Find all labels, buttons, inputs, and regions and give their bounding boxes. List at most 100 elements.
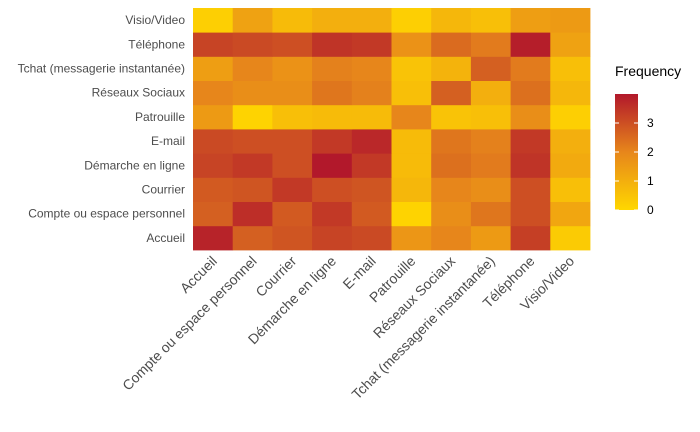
heatmap-cell: [312, 153, 353, 178]
heatmap-cell: [312, 32, 353, 57]
heatmap-cell: [550, 104, 591, 130]
y-tick-label: Tchat (messagerie instantanée): [18, 62, 185, 76]
heatmap-cell: [391, 80, 432, 106]
legend: Frequency 0 1 2 3: [615, 63, 681, 217]
heatmap-cell: [351, 153, 392, 178]
heatmap-cell: [193, 8, 234, 33]
heatmap-cell: [193, 104, 234, 130]
heatmap-cell: [312, 177, 353, 202]
heatmap-cell: [510, 153, 551, 178]
y-tick-label: Démarche en ligne: [84, 158, 185, 172]
heatmap-cell: [431, 80, 472, 106]
heatmap-cell: [510, 129, 551, 154]
heatmap-cell: [550, 225, 591, 251]
heatmap-cell: [232, 8, 273, 33]
heatmap-cell: [272, 153, 313, 178]
heatmap-cell: [550, 153, 591, 178]
heatmap-cell: [470, 177, 511, 202]
legend-tick-label: 2: [647, 145, 654, 159]
heatmap-cell: [510, 225, 551, 251]
heatmap-cell: [272, 80, 313, 106]
heatmap-cell: [193, 177, 234, 202]
heatmap-cell: [272, 225, 313, 251]
heatmap-cell: [550, 8, 591, 33]
heatmap-cell: [510, 177, 551, 202]
heatmap-cell: [232, 225, 273, 251]
heatmap-cell: [510, 104, 551, 130]
heatmap-cell: [391, 32, 432, 57]
y-tick-label: E-mail: [151, 134, 185, 148]
heatmap-cell: [312, 80, 353, 106]
heatmap-cell: [272, 32, 313, 57]
heatmap-cell: [312, 201, 353, 227]
heatmap-cell: [193, 80, 234, 106]
heatmap-cell: [351, 201, 392, 227]
heatmap-cell: [272, 177, 313, 202]
legend-colorbar: [615, 94, 638, 210]
heatmap-cell: [391, 201, 432, 227]
heatmap-cell: [391, 225, 432, 251]
legend-tick-label: 0: [647, 203, 654, 217]
heatmap-cell: [272, 201, 313, 227]
heatmap-cell: [470, 80, 511, 106]
heatmap-cell: [431, 129, 472, 154]
heatmap-cell: [431, 177, 472, 202]
heatmap-cell: [351, 8, 392, 33]
heatmap-cell: [312, 56, 353, 81]
heatmap-cell: [391, 177, 432, 202]
heatmap-cell: [510, 80, 551, 106]
heatmap-cell: [232, 177, 273, 202]
legend-tick-label: 1: [647, 174, 654, 188]
heatmap-cell: [470, 32, 511, 57]
heatmap-cell: [351, 129, 392, 154]
heatmap-cell: [510, 8, 551, 33]
y-axis-labels: Accueil Compte ou espace personnel Courrie…: [18, 13, 186, 245]
heatmap-cell: [550, 201, 591, 227]
heatmap-cell: [312, 129, 353, 154]
y-tick-label: Réseaux Sociaux: [92, 86, 185, 100]
heatmap-cell: [351, 56, 392, 81]
y-tick-label: Patrouille: [135, 110, 185, 124]
heatmap-cells: [193, 8, 591, 251]
heatmap-cell: [193, 153, 234, 178]
heatmap-cell: [470, 8, 511, 33]
heatmap-cell: [550, 129, 591, 154]
heatmap-cell: [510, 32, 551, 57]
heatmap-cell: [312, 225, 353, 251]
heatmap-cell: [193, 32, 234, 57]
heatmap-cell: [470, 201, 511, 227]
heatmap-cell: [391, 56, 432, 81]
heatmap-cell: [510, 201, 551, 227]
heatmap-cell: [232, 104, 273, 130]
heatmap-cell: [193, 201, 234, 227]
legend-ticks: 0 1 2 3: [615, 116, 654, 217]
heatmap-cell: [232, 80, 273, 106]
heatmap-cell: [351, 104, 392, 130]
heatmap-cell: [391, 8, 432, 33]
y-tick-label: Accueil: [146, 231, 185, 245]
heatmap-cell: [232, 201, 273, 227]
heatmap-cell: [391, 153, 432, 178]
heatmap-cell: [272, 56, 313, 81]
heatmap-cell: [193, 129, 234, 154]
heatmap-cell: [232, 129, 273, 154]
heatmap-cell: [193, 225, 234, 251]
heatmap-cell: [550, 177, 591, 202]
heatmap-cell: [272, 104, 313, 130]
heatmap-cell: [351, 177, 392, 202]
heatmap-cell: [272, 129, 313, 154]
heatmap-cell: [431, 225, 472, 251]
heatmap-cell: [470, 104, 511, 130]
heatmap-cell: [351, 80, 392, 106]
heatmap-cell: [470, 129, 511, 154]
heatmap-cell: [232, 153, 273, 178]
heatmap-cell: [470, 56, 511, 81]
y-tick-label: Courrier: [142, 183, 185, 197]
heatmap-cell: [431, 32, 472, 57]
legend-tick-label: 3: [647, 116, 654, 130]
heatmap-cell: [470, 153, 511, 178]
legend-title: Frequency: [615, 63, 681, 79]
y-tick-label: Téléphone: [128, 37, 185, 51]
heatmap-cell: [391, 104, 432, 130]
